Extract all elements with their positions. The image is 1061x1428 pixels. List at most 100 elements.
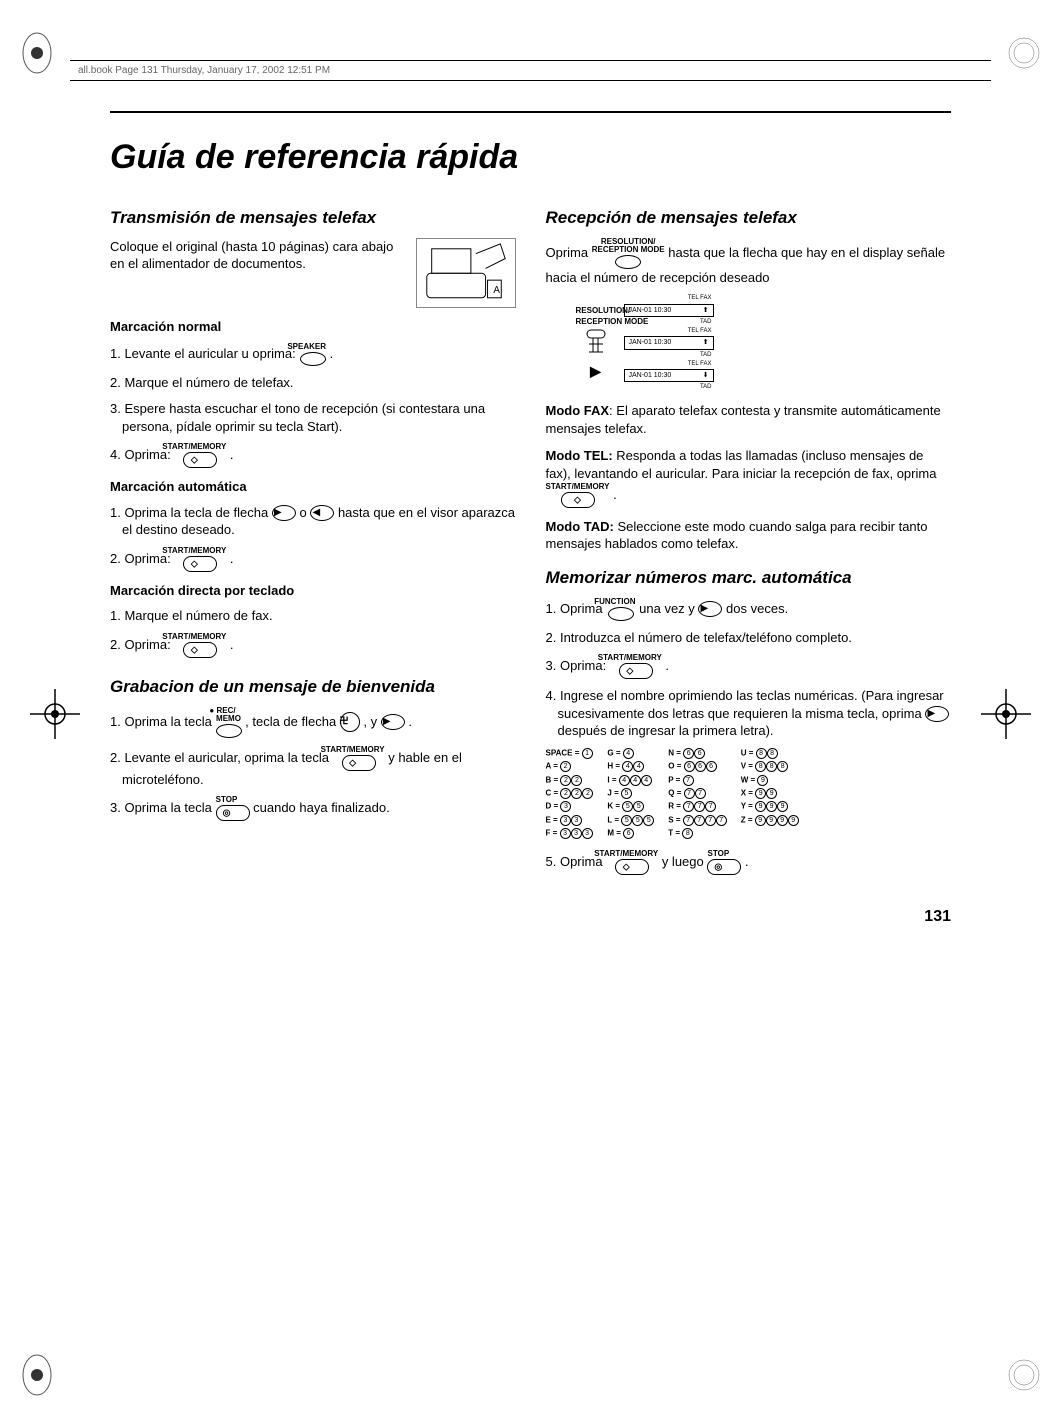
char-row: K = 55	[607, 801, 654, 812]
keypad-digit-icon: 9	[766, 801, 777, 812]
keypad-digit-icon: 6	[623, 828, 634, 839]
svg-text:A: A	[493, 285, 500, 296]
keypad-digit-icon: 8	[756, 748, 767, 759]
char-row: A = 2	[546, 761, 594, 772]
keypad-digit-icon: 8	[755, 761, 766, 772]
step-2-2: 2. Oprima: START/MEMORY .	[122, 547, 516, 572]
keypad-digit-icon: 2	[560, 788, 571, 799]
keypad-digit-icon: 3	[560, 815, 571, 826]
right-column: Recepción de mensajes telefax Oprima RES…	[546, 207, 952, 883]
keypad-digit-icon: 3	[560, 828, 571, 839]
page-number: 131	[70, 908, 951, 926]
char-row: E = 33	[546, 815, 594, 826]
char-col-1: SPACE = 1A = 2B = 22C = 222D = 3E = 33F …	[546, 748, 594, 840]
char-row: B = 22	[546, 775, 594, 786]
keypad-digit-icon: 6	[695, 761, 706, 772]
modo-fax: Modo FAX: El aparato telefax contesta y …	[546, 402, 952, 437]
arrow-right-icon: ▶	[381, 714, 405, 730]
keypad-digit-icon: 7	[683, 775, 694, 786]
top-rule	[110, 111, 951, 113]
char-row: Q = 77	[668, 788, 726, 799]
keypad-digit-icon: 6	[694, 748, 705, 759]
keypad-digit-icon: 9	[755, 788, 766, 799]
keypad-digit-icon: 9	[777, 801, 788, 812]
step-4-1: 1. Oprima la tecla ● REC/ MEMO , tecla d…	[122, 707, 516, 738]
display-line: JAN-01 10:30⬇	[624, 369, 714, 382]
char-row: J = 5	[607, 788, 654, 799]
char-row: C = 222	[546, 788, 594, 799]
keypad-digit-icon: 7	[705, 801, 716, 812]
keypad-digit-icon: 2	[571, 788, 582, 799]
char-row: F = 333	[546, 828, 594, 839]
speaker-button-icon: SPEAKER	[299, 343, 326, 366]
keypad-digit-icon: 4	[630, 775, 641, 786]
keypad-digit-icon: 5	[621, 815, 632, 826]
keypad-digit-icon: 7	[683, 815, 694, 826]
mem-step-3: 3. Oprima: START/MEMORY .	[558, 654, 952, 679]
display-line: JAN-01 10:30⬆	[624, 336, 714, 349]
keypad-digit-icon: 7	[705, 815, 716, 826]
arrow-right-icon: ▶	[698, 601, 722, 617]
keypad-digit-icon: 5	[643, 815, 654, 826]
fax-machine-icon: A	[416, 238, 516, 308]
sub-marcacion-auto: Marcación automática	[110, 478, 516, 496]
step-4-2: 2. Levante el auricular, oprima la tecla…	[122, 746, 516, 789]
start-memory-button-icon: START/MEMORY	[174, 443, 226, 468]
char-col-4: U = 88V = 888W = 9X = 99Y = 999Z = 9999	[741, 748, 799, 840]
mem-step-1: 1. Oprima FUNCTION una vez y ▶ dos veces…	[558, 598, 952, 621]
mem-step-2: 2. Introduzca el número de telefax/teléf…	[558, 629, 952, 647]
step-2-1: 1. Oprima la tecla de flecha ▶ o ◀ hasta…	[122, 504, 516, 539]
keypad-digit-icon: 7	[683, 801, 694, 812]
char-row: Y = 999	[741, 801, 799, 812]
stop-button-icon: STOP	[707, 850, 741, 875]
section-grabacion: Grabacion de un mensaje de bienvenida	[110, 676, 516, 699]
keypad-digit-icon: 4	[622, 761, 633, 772]
keypad-digit-icon: 2	[582, 788, 593, 799]
step-1-2: 2. Marque el número de telefax.	[122, 374, 516, 392]
keypad-digit-icon: 7	[694, 815, 705, 826]
keypad-digit-icon: 8	[767, 748, 778, 759]
keypad-digit-icon: 8	[777, 761, 788, 772]
keypad-digit-icon: 1	[582, 748, 593, 759]
keypad-digit-icon: 9	[755, 801, 766, 812]
char-row: L = 555	[607, 815, 654, 826]
keypad-digit-icon: 5	[633, 801, 644, 812]
keypad-digit-icon: 2	[560, 775, 571, 786]
keypad-digit-icon: 9	[766, 815, 777, 826]
intro-text: Coloque el original (hasta 10 páginas) c…	[110, 238, 406, 273]
keypad-digit-icon: 9	[757, 775, 768, 786]
keypad-digit-icon: 7	[716, 815, 727, 826]
keypad-digit-icon: 5	[621, 788, 632, 799]
section-transmision: Transmisión de mensajes telefax	[110, 207, 516, 230]
char-row: U = 88	[741, 748, 799, 759]
start-memory-button-icon: START/MEMORY	[546, 483, 610, 508]
crop-mark-icon	[981, 689, 1031, 739]
keypad-digit-icon: 4	[633, 761, 644, 772]
start-memory-button-icon: START/MEMORY	[174, 547, 226, 572]
char-row: V = 888	[741, 761, 799, 772]
crop-mark-icon	[30, 689, 80, 739]
character-table: SPACE = 1A = 2B = 22C = 222D = 3E = 33F …	[546, 748, 952, 840]
start-memory-button-icon: START/MEMORY	[606, 850, 658, 875]
page-title: Guía de referencia rápida	[110, 138, 951, 177]
binder-ring-icon	[20, 30, 54, 76]
keypad-digit-icon: 6	[683, 748, 694, 759]
char-row: T = 8	[668, 828, 726, 839]
content-columns: Transmisión de mensajes telefax Coloque …	[110, 207, 951, 883]
binder-ring-icon	[1007, 1352, 1041, 1398]
start-memory-button-icon: START/MEMORY	[610, 654, 662, 679]
mem-step-5: 5. Oprima START/MEMORY y luego STOP .	[558, 850, 952, 875]
char-row: D = 3	[546, 801, 594, 812]
keypad-digit-icon: 3	[560, 801, 571, 812]
left-column: Transmisión de mensajes telefax Coloque …	[110, 207, 516, 883]
char-row: S = 7777	[668, 815, 726, 826]
running-header-text: all.book Page 131 Thursday, January 17, …	[78, 65, 330, 76]
keypad-digit-icon: 2	[560, 761, 571, 772]
char-row: P = 7	[668, 775, 726, 786]
rec-memo-button-icon: ● REC/ MEMO	[216, 707, 242, 738]
start-memory-button-icon: START/MEMORY	[333, 746, 385, 771]
hand-press-icon: RESOLUTION/ RECEPTION MODE ▶	[576, 306, 616, 380]
recepcion-intro: Oprima RESOLUTION/ RECEPTION MODE hasta …	[546, 238, 952, 287]
keypad-digit-icon: 2	[571, 775, 582, 786]
step-3-2: 2. Oprima: START/MEMORY .	[122, 633, 516, 658]
